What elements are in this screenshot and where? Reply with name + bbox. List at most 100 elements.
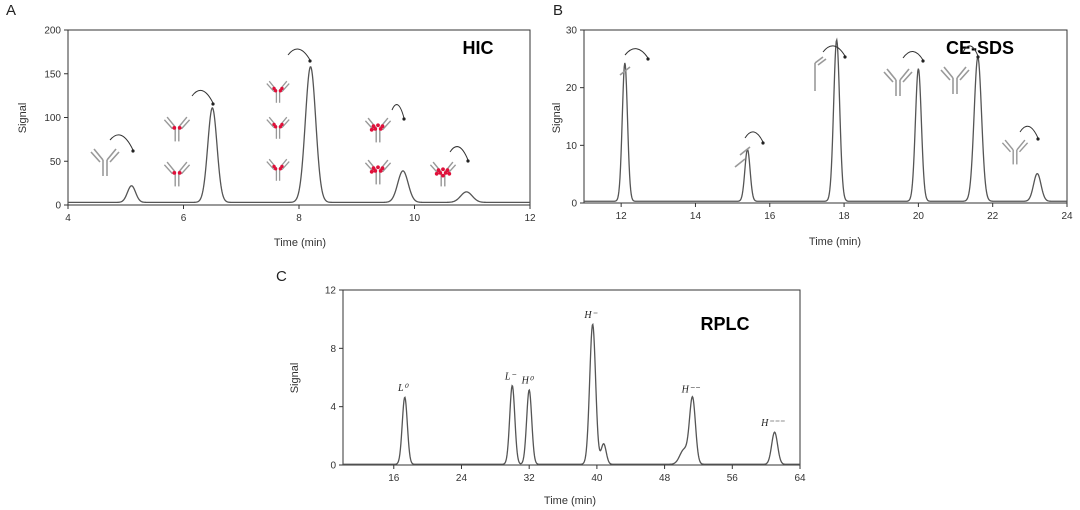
antibody-icon: [266, 116, 290, 139]
panel-c-rplc: C 0 4 8 12 16 24 32 40 48 56 64 Time (min) Signal L⁰ L…: [270, 268, 810, 510]
x-tick-label: 64: [794, 473, 806, 484]
antibody-icon: [364, 159, 392, 185]
x-tick-label: 24: [1061, 211, 1073, 222]
drug-payload-icon: [278, 167, 283, 171]
drug-payload-icon: [447, 171, 452, 176]
drug-payload-icon: [272, 122, 276, 127]
x-tick-label: 16: [388, 473, 400, 484]
drug-payload-icon: [378, 169, 383, 173]
y-tick-label: 0: [55, 201, 61, 212]
method-title: HIC: [463, 38, 494, 58]
drug-payload-icon: [445, 168, 450, 173]
x-tick-label: 12: [524, 213, 536, 224]
x-tick-label: 40: [591, 473, 603, 484]
x-tick-label: 22: [987, 211, 999, 222]
arrow-head-icon: [843, 55, 847, 59]
panel-a-hic: A 0 50 100 150 200 4 6 8 10 12 Time (min) Signal HIC: [0, 0, 545, 255]
arrow-icon: [624, 48, 649, 59]
arrow-icon: [822, 45, 846, 57]
drug-payload-icon: [438, 171, 443, 175]
x-tick-label: 48: [659, 473, 671, 484]
drug-payload-icon: [280, 164, 284, 169]
drug-payload-icon: [371, 124, 376, 129]
arrow-head-icon: [131, 149, 135, 153]
chain-icon: [734, 158, 746, 168]
ce-sds-chart: 0 10 20 30 12 14 16 18 20 22 24 Time (min) Signal CE-…: [551, 26, 1073, 249]
panel-label-c: C: [276, 268, 287, 285]
x-tick-label: 14: [690, 211, 702, 222]
peak-label: L⁻: [504, 371, 517, 382]
peak-label: L⁰: [397, 383, 410, 394]
drug-payload-icon: [373, 169, 378, 173]
arrow-head-icon: [211, 102, 215, 106]
drug-payload-icon: [272, 86, 276, 91]
antibody-icon: [883, 68, 913, 96]
drug-payload-icon: [273, 125, 278, 129]
y-axis-label: Signal: [17, 103, 29, 134]
arrow-head-icon: [921, 59, 925, 63]
y-tick-label: 0: [571, 199, 577, 210]
antibody-icon: [163, 116, 191, 142]
antibody-icon: [90, 148, 120, 176]
arrow-head-icon: [761, 141, 765, 145]
x-tick-label: 32: [524, 473, 536, 484]
y-tick-label: 4: [330, 402, 336, 413]
arrow-head-icon: [308, 59, 312, 63]
chain-icon: [739, 146, 751, 156]
y-tick-label: 200: [44, 26, 61, 37]
arrow-head-icon: [1036, 137, 1040, 141]
y-tick-label: 50: [50, 157, 62, 168]
y-tick-label: 10: [566, 141, 578, 152]
drug-payload-icon: [373, 127, 378, 131]
y-axis-label: Signal: [289, 363, 301, 394]
plot-frame: [67, 29, 531, 206]
drug-payload-icon: [273, 167, 278, 171]
y-tick-label: 30: [566, 26, 578, 37]
drug-payload-icon: [177, 171, 182, 175]
hic-chart: 0 50 100 150 200 4 6 8 10 12 Time (min) Signal HIC: [17, 26, 536, 250]
y-axis-label: Signal: [551, 103, 563, 134]
arrow-head-icon: [976, 55, 980, 59]
chain-icon: [814, 56, 827, 91]
arrow-head-icon: [646, 57, 650, 61]
drug-payload-icon: [443, 171, 448, 175]
arrow-icon: [287, 48, 311, 61]
arrow-icon: [744, 131, 764, 143]
method-title: CE-SDS: [946, 38, 1014, 58]
antibody-icon: [266, 158, 290, 181]
y-tick-label: 100: [44, 113, 61, 124]
drug-payload-icon: [272, 164, 276, 169]
plot-frame: [583, 29, 1068, 204]
chain-icon: [619, 66, 631, 76]
drug-payload-icon: [380, 124, 385, 129]
drug-payload-icon: [369, 169, 374, 174]
x-tick-label: 12: [616, 211, 628, 222]
drug-payload-icon: [280, 86, 284, 91]
y-tick-label: 150: [44, 69, 61, 80]
method-title: RPLC: [701, 314, 750, 334]
x-tick-label: 4: [65, 213, 71, 224]
x-tick-label: 8: [296, 213, 302, 224]
chromatogram-trace: [343, 322, 800, 465]
drug-payload-icon: [441, 167, 445, 172]
antibody-icon: [429, 161, 457, 187]
drug-payload-icon: [280, 122, 284, 127]
antibody-icon: [266, 80, 290, 103]
drug-payload-icon: [369, 127, 374, 132]
drug-payload-icon: [177, 126, 182, 130]
y-tick-label: 0: [330, 461, 336, 472]
drug-payload-icon: [172, 126, 177, 130]
x-tick-label: 16: [764, 211, 776, 222]
drug-payload-icon: [273, 89, 278, 93]
antibody-icon: [1001, 139, 1029, 165]
drug-payload-icon: [378, 127, 383, 131]
arrow-head-icon: [466, 159, 470, 163]
plot-frame: [342, 289, 801, 466]
drug-payload-icon: [172, 171, 177, 175]
panel-label-a: A: [6, 2, 17, 19]
antibody-icon: [163, 161, 191, 187]
antibody-icon: [940, 66, 970, 94]
y-tick-label: 12: [325, 286, 337, 297]
x-tick-label: 6: [181, 213, 187, 224]
